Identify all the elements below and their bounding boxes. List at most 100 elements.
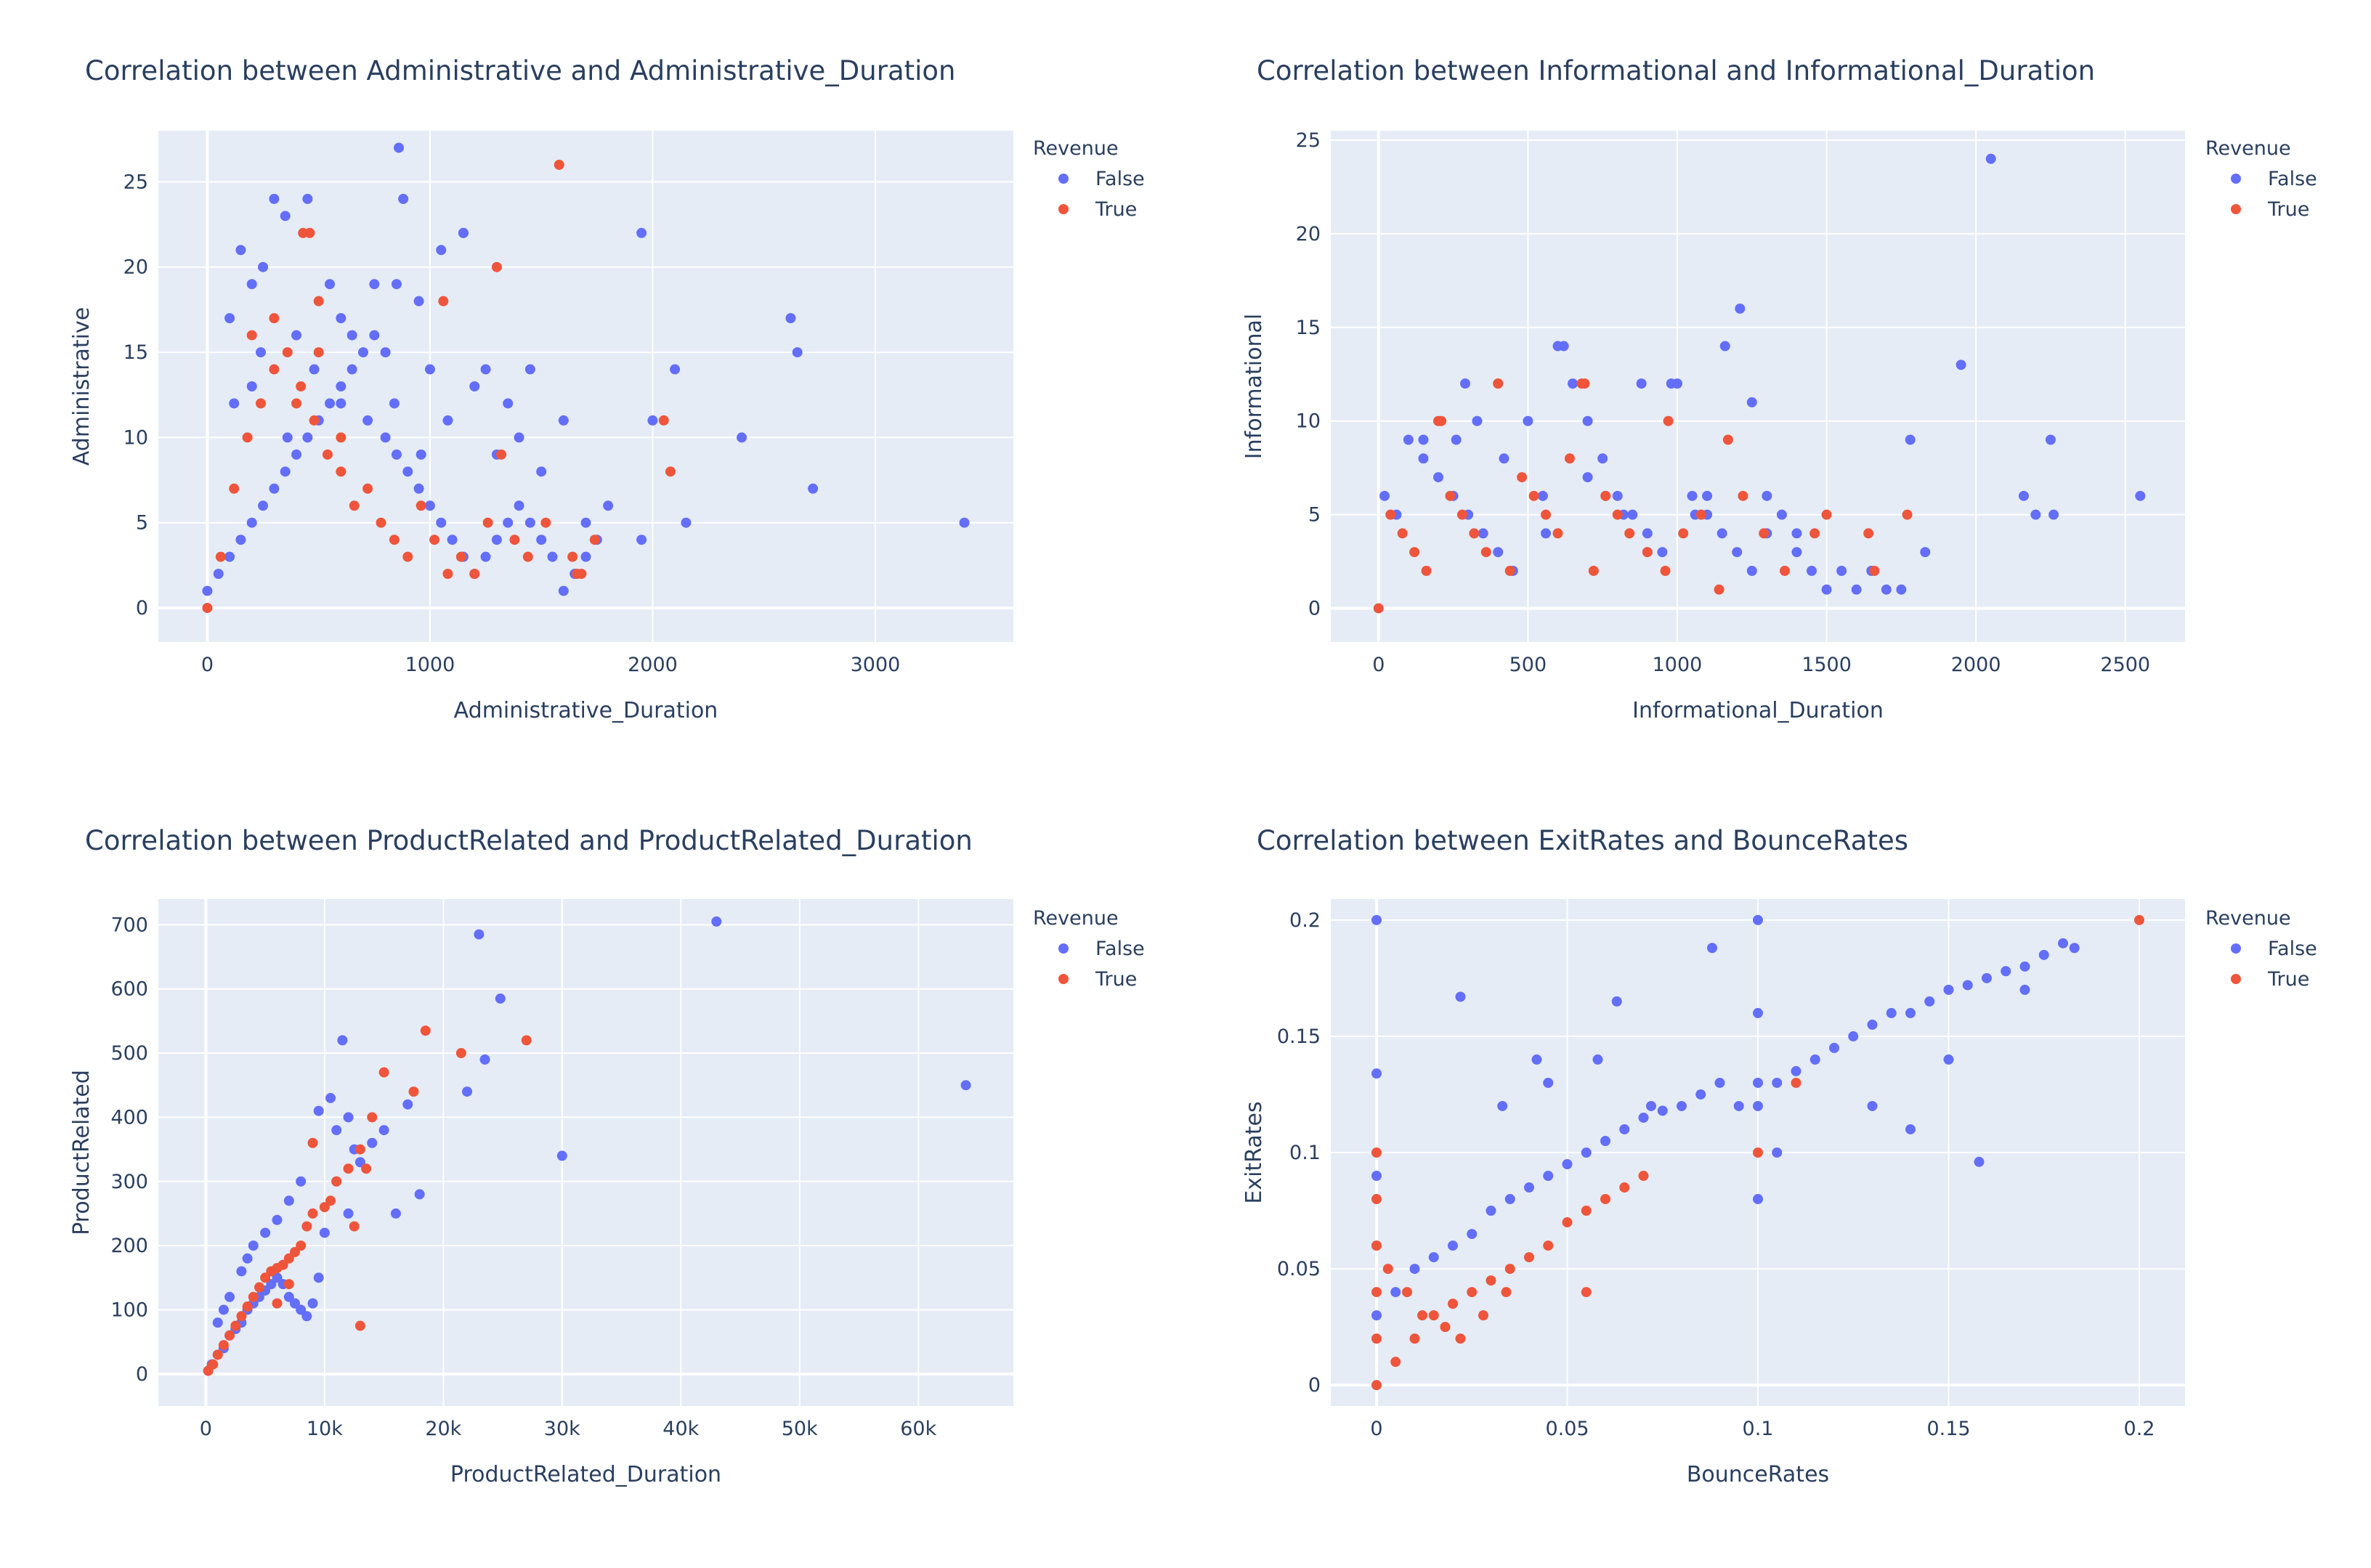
legend-label: True	[1095, 198, 1137, 221]
legend-item-false[interactable]: False	[1058, 938, 1145, 960]
scatter-point-false	[1478, 528, 1488, 539]
legend[interactable]: Revenue False True	[1033, 907, 1145, 991]
scatter-point-false	[1695, 1089, 1706, 1100]
scatter-point-false	[670, 364, 681, 375]
scatter-point-false	[2030, 509, 2041, 520]
scatter-point-false	[391, 279, 402, 290]
scatter-point-false	[436, 517, 447, 528]
scatter-point-false	[414, 1189, 425, 1200]
scatter-point-true	[1552, 528, 1563, 539]
legend-label: False	[1095, 168, 1145, 190]
scatter-point-false	[416, 449, 426, 460]
scatter-point-false	[547, 551, 558, 562]
scatter-point-true	[455, 1048, 466, 1059]
scatter-point-false	[346, 330, 357, 341]
scatter-point-false	[1848, 1031, 1859, 1041]
scatter-point-false	[2069, 943, 2080, 954]
legend-label: False	[1095, 938, 1145, 960]
scatter-point-false	[1371, 1068, 1382, 1079]
scatter-point-true	[349, 500, 360, 511]
scatter-point-true	[1588, 566, 1599, 577]
scatter-point-false	[1753, 1100, 1763, 1111]
scatter-point-true	[1486, 1275, 1496, 1286]
data-points	[1373, 153, 2146, 614]
scatter-point-true	[1579, 378, 1590, 389]
chart-title: Correlation between Administrative and A…	[85, 55, 956, 86]
scatter-point-false	[346, 364, 357, 375]
scatter-point-false	[272, 1214, 283, 1225]
scatter-point-true	[658, 415, 669, 426]
scatter-point-true	[296, 381, 307, 391]
scatter-point-true	[567, 551, 578, 562]
scatter-point-true	[242, 1301, 253, 1312]
scatter-point-false	[1687, 490, 1698, 501]
scatter-point-false	[218, 1304, 229, 1315]
scatter-point-false	[296, 1176, 307, 1187]
x-tick-label: 0.15	[1926, 1418, 1970, 1440]
scatter-point-true	[1524, 1252, 1534, 1263]
scatter-point-true	[1397, 528, 1408, 539]
scatter-point-true	[665, 466, 676, 477]
data-points	[202, 142, 970, 614]
scatter-point-true	[1722, 434, 1733, 445]
scatter-point-false	[1568, 378, 1578, 389]
scatter-point-false	[1531, 1054, 1542, 1065]
scatter-point-false	[1379, 490, 1390, 501]
scatter-point-false	[313, 1105, 324, 1116]
legend-label: False	[2268, 168, 2317, 190]
y-tick-label: 0	[1308, 598, 1321, 620]
legend-item-false[interactable]: False	[2231, 168, 2317, 190]
y-tick-label: 0.05	[1277, 1258, 1321, 1280]
scatter-point-true	[1663, 415, 1674, 426]
legend[interactable]: Revenue False True	[1033, 137, 1145, 221]
x-tick-label: 3000	[851, 654, 901, 676]
scatter-point-false	[1762, 490, 1772, 501]
y-tick-label: 500	[110, 1042, 148, 1065]
scatter-point-false	[1558, 341, 1569, 352]
scatter-point-true	[1456, 509, 1467, 520]
scatter-point-false	[248, 1240, 259, 1251]
scatter-point-true	[402, 551, 413, 562]
scatter-point-true	[283, 1253, 294, 1264]
legend-item-true[interactable]: True	[2231, 198, 2309, 221]
legend[interactable]: Revenue False True	[2205, 907, 2317, 991]
legend-item-true[interactable]: True	[2231, 968, 2309, 991]
scatter-point-false	[1418, 434, 1429, 445]
plot-area	[1331, 131, 2185, 642]
scatter-point-true	[1469, 528, 1480, 539]
scatter-point-false	[301, 1311, 312, 1322]
y-tick-label: 25	[123, 171, 148, 193]
legend-item-false[interactable]: False	[2231, 938, 2317, 960]
plot-area	[158, 131, 1013, 642]
scatter-point-false	[1746, 397, 1757, 407]
scatter-point-false	[480, 551, 491, 562]
scatter-point-false	[291, 449, 302, 460]
scatter-point-false	[258, 500, 269, 511]
legend[interactable]: Revenue False True	[2205, 137, 2317, 221]
scatter-point-true	[1600, 1194, 1610, 1205]
scatter-point-false	[398, 193, 409, 204]
scatter-point-false	[236, 1266, 247, 1277]
legend-marker	[2231, 204, 2241, 214]
scatter-point-true	[1390, 1357, 1401, 1368]
scatter-point-true	[455, 551, 466, 562]
scatter-point-true	[1448, 1299, 1458, 1309]
scatter-point-false	[1433, 472, 1444, 483]
scatter-point-false	[1985, 153, 1996, 164]
scatter-point-false	[402, 1099, 413, 1110]
legend-label: True	[1095, 968, 1137, 991]
scatter-point-false	[442, 415, 453, 426]
scatter-point-true	[509, 535, 520, 545]
legend-item-true[interactable]: True	[1058, 968, 1137, 991]
scatter-point-false	[1448, 1240, 1458, 1251]
legend-label: True	[2267, 968, 2309, 991]
legend-item-false[interactable]: False	[1058, 168, 1145, 190]
scatter-point-false	[258, 261, 269, 272]
scatter-point-true	[354, 1320, 365, 1331]
legend-item-true[interactable]: True	[1058, 198, 1137, 221]
scatter-point-false	[536, 535, 547, 545]
scatter-point-false	[491, 535, 502, 545]
scatter-point-false	[1418, 453, 1429, 464]
scatter-point-true	[429, 535, 440, 545]
scatter-point-false	[283, 1195, 294, 1206]
